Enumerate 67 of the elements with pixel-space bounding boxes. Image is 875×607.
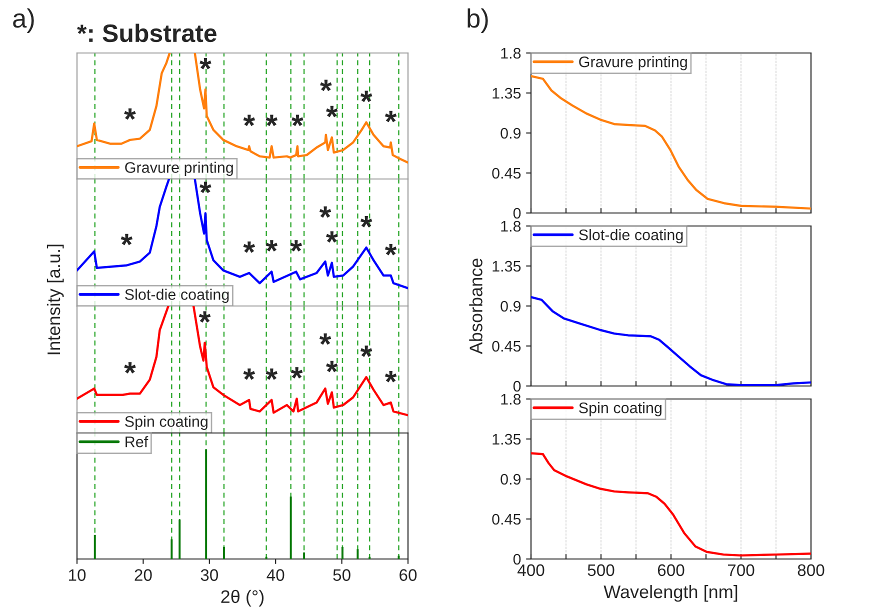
y-tick-label: 0.9	[500, 474, 521, 485]
annotation: *	[266, 114, 278, 126]
annotation: *	[243, 368, 256, 380]
y-tick-label: 1.35	[492, 88, 521, 99]
annotation: *	[290, 240, 302, 252]
x-tick-label: 40	[266, 569, 284, 581]
legend-label: Gravure printing	[125, 162, 233, 176]
annotation: *	[266, 240, 278, 252]
annotation: *	[360, 216, 372, 228]
x-tick-label: 10	[69, 569, 86, 581]
x-tick-label: 400	[517, 564, 544, 576]
y-tick-label: 0.45	[492, 514, 521, 525]
annotation: *	[124, 362, 136, 374]
annotation: *	[326, 231, 338, 243]
legend-label: Gravure printing	[579, 56, 687, 70]
annotation: *	[266, 368, 278, 380]
legend-label: Spin coating	[579, 402, 662, 416]
x-tick-label: 800	[798, 564, 824, 576]
y-axis-title: Intensity [a.u.]	[46, 244, 64, 354]
y-tick-label: 1.35	[492, 260, 521, 272]
annotation: *	[320, 80, 332, 92]
annotation: *	[319, 333, 332, 345]
annotation: *	[326, 106, 338, 118]
annotation: *	[200, 58, 212, 70]
x-tick-label: 600	[658, 564, 684, 576]
annotation: *	[384, 110, 397, 122]
annotation: *	[200, 182, 212, 194]
y-tick-label: 1.8	[501, 394, 521, 405]
chart-title: *: Substrate	[77, 24, 216, 42]
annotation: *	[360, 90, 372, 102]
y-tick-label: 0.9	[500, 128, 521, 139]
text: b)	[468, 8, 488, 33]
annotation: *	[243, 241, 256, 253]
annotation: *	[326, 360, 338, 372]
x-axis-title: 2θ (°)	[221, 590, 264, 607]
y-tick-label: 1.35	[492, 434, 521, 445]
y-axis-title: Absorbance	[469, 258, 482, 354]
y-tick-label: 1.8	[501, 48, 521, 59]
annotation: *	[243, 114, 256, 126]
x-tick-label: 60	[400, 569, 417, 581]
annotation: *	[120, 234, 133, 246]
x-tick-label: 20	[134, 569, 152, 581]
annotation: *	[384, 370, 397, 382]
x-tick-label: 500	[588, 564, 614, 576]
x-tick-label: 700	[728, 564, 754, 576]
y-tick-label: 0.45	[492, 340, 521, 352]
y-tick-label: 0	[513, 554, 521, 565]
legend-label: Slot-die coating	[579, 229, 683, 244]
y-tick-label: 0.9	[500, 300, 521, 312]
legend-label: Spin coating	[125, 416, 208, 430]
legend-label: Slot-die coating	[125, 288, 229, 303]
legend-label: Ref	[126, 436, 148, 448]
y-tick-label: 1.8	[501, 220, 521, 232]
y-tick-label: 0.45	[492, 168, 521, 179]
y-tick-label: 0	[513, 208, 521, 219]
text: a)	[13, 8, 34, 33]
x-tick-label: 30	[200, 569, 218, 581]
annotation: *	[360, 346, 372, 357]
annotation: *	[290, 367, 303, 379]
annotation: *	[384, 244, 397, 256]
annotation: *	[124, 108, 136, 120]
annotation: *	[319, 206, 332, 218]
annotation: *	[198, 311, 211, 323]
x-axis-title: Wavelength [nm]	[604, 584, 738, 602]
y-tick-label: 0	[513, 380, 521, 392]
annotation: *	[292, 114, 304, 126]
x-tick-label: 50	[333, 569, 350, 581]
